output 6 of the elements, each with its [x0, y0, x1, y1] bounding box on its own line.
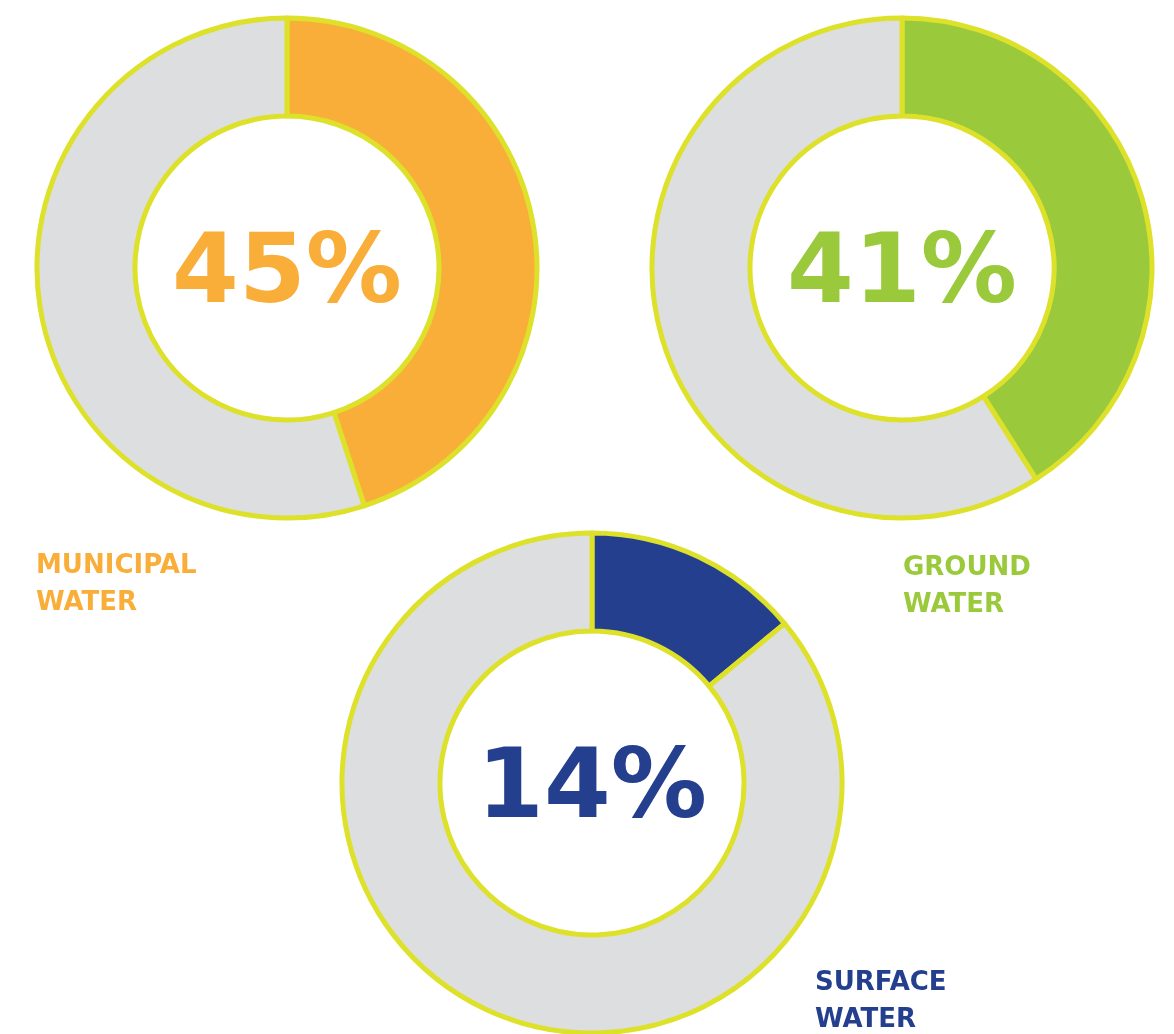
- text: SURFACE WATER: [815, 966, 947, 1033]
- text: 45%: [172, 212, 402, 325]
- text: MUNICIPAL WATER: [36, 549, 197, 616]
- text: GROUND WATER: [903, 551, 1031, 618]
- text: 14%: [477, 727, 707, 840]
- text: 41%: [787, 212, 1017, 325]
